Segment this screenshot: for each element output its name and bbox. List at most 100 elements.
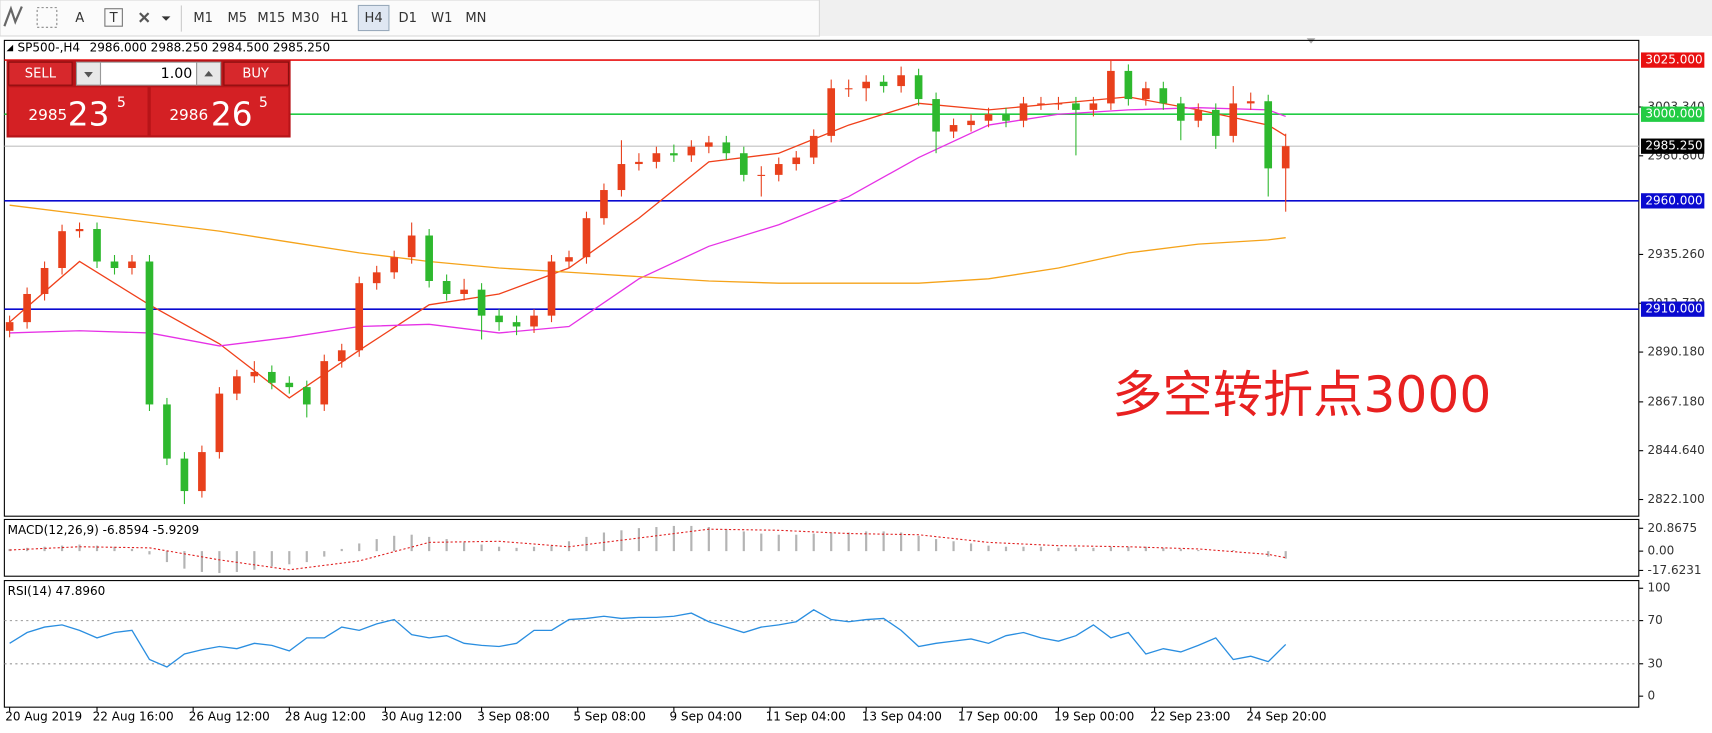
current-price-label: 2985.250 bbox=[1645, 139, 1702, 153]
toolbar bbox=[0, 0, 820, 37]
lot-value[interactable]: 1.00 bbox=[161, 66, 193, 82]
level-box bbox=[1640, 106, 1705, 122]
candle-body bbox=[267, 371, 276, 383]
y-tick-label: 30 bbox=[1648, 656, 1663, 670]
x-tick-label: 19 Sep 00:00 bbox=[1054, 709, 1134, 723]
y-tick-label: 100 bbox=[1648, 581, 1671, 595]
candle-body bbox=[530, 315, 538, 327]
bid-pips: 23 bbox=[68, 96, 110, 134]
y-tick-label: 20.8675 bbox=[1648, 521, 1698, 535]
bid-box[interactable] bbox=[8, 87, 148, 136]
timeframe[interactable]: H4 bbox=[365, 11, 383, 26]
tool-icon[interactable] bbox=[139, 12, 150, 23]
timeframe[interactable]: M30 bbox=[291, 11, 319, 26]
y-tick-label: 2890.180 bbox=[1648, 345, 1705, 359]
y-axis: 100 70 30 0 bbox=[1638, 581, 1671, 703]
candle-body bbox=[355, 283, 364, 351]
timeframe[interactable]: H1 bbox=[330, 11, 348, 26]
tool-icon[interactable] bbox=[104, 8, 123, 27]
candle-body bbox=[722, 142, 731, 154]
sell-button[interactable] bbox=[8, 61, 73, 86]
signal-line bbox=[9, 528, 1286, 571]
ask-big: 2986 bbox=[169, 106, 208, 124]
candle-body bbox=[879, 81, 888, 87]
rsi-title: RSI(14) 47.8960 bbox=[8, 584, 106, 598]
candle-body bbox=[652, 153, 661, 162]
candle-body bbox=[495, 315, 503, 323]
label-tool[interactable]: T bbox=[109, 11, 119, 26]
x-tick-label: 11 Sep 04:00 bbox=[766, 709, 846, 723]
candle-body bbox=[1124, 70, 1133, 100]
candle-body bbox=[757, 174, 766, 176]
timeframe[interactable]: M5 bbox=[227, 11, 247, 26]
candle-body bbox=[1037, 103, 1045, 105]
candle-body bbox=[75, 229, 84, 232]
candle-body bbox=[792, 157, 801, 165]
candle-body bbox=[1089, 103, 1098, 110]
timeframe[interactable]: M15 bbox=[257, 11, 285, 26]
candle-body bbox=[967, 120, 975, 126]
candle-body bbox=[862, 81, 870, 89]
x-tick-label: 26 Aug 12:00 bbox=[189, 709, 270, 723]
candle-body bbox=[1159, 88, 1168, 104]
x-tick-label: 28 Aug 12:00 bbox=[285, 709, 366, 723]
candle-body bbox=[1019, 103, 1028, 121]
candle-body bbox=[617, 164, 626, 191]
x-tick-label: 5 Sep 08:00 bbox=[573, 709, 646, 723]
dropdown-arrow[interactable] bbox=[161, 16, 171, 21]
y-tick-label: 2867.180 bbox=[1648, 394, 1705, 408]
candle-body bbox=[460, 289, 468, 294]
candle-body bbox=[477, 289, 486, 316]
candle-body bbox=[110, 261, 119, 268]
buy-button[interactable] bbox=[223, 61, 289, 86]
x-tick-label: 30 Aug 12:00 bbox=[381, 709, 462, 723]
x-tick-label: 20 Aug 2019 bbox=[5, 709, 82, 723]
tool-icon[interactable] bbox=[3, 5, 23, 27]
ask-frac: 5 bbox=[259, 95, 268, 111]
toolbar-icons: A T bbox=[3, 5, 182, 32]
candle-body bbox=[180, 458, 189, 492]
y-tick-label: -17.6231 bbox=[1648, 563, 1702, 577]
candle-body bbox=[582, 218, 591, 258]
candle-body bbox=[128, 261, 136, 268]
annotation: 多空转折点3000 bbox=[1112, 365, 1491, 424]
candle-body bbox=[198, 452, 206, 492]
ask-box[interactable] bbox=[150, 87, 289, 136]
moving-average bbox=[9, 96, 1287, 399]
candle-body bbox=[932, 99, 940, 132]
level-label: 2960.000 bbox=[1645, 193, 1702, 207]
active-timeframe bbox=[357, 4, 390, 32]
arrow-up bbox=[204, 70, 214, 77]
timeframe[interactable]: MN bbox=[465, 11, 486, 26]
candle-body bbox=[844, 88, 853, 90]
x-tick-label: 3 Sep 08:00 bbox=[477, 709, 550, 723]
timeframe[interactable]: W1 bbox=[431, 11, 452, 26]
text-tool[interactable]: A bbox=[75, 11, 84, 26]
rsi-line bbox=[9, 609, 1287, 668]
candle-body bbox=[58, 231, 66, 268]
candle-body bbox=[1264, 101, 1273, 169]
buy-label[interactable]: BUY bbox=[242, 67, 270, 82]
candle-body bbox=[250, 371, 259, 377]
timeframe[interactable]: M1 bbox=[193, 11, 213, 26]
candle-body bbox=[1194, 109, 1203, 121]
moving-average bbox=[9, 107, 1286, 347]
candle-body bbox=[425, 235, 433, 281]
bid-big: 2985 bbox=[28, 106, 67, 124]
candle-body bbox=[1176, 103, 1185, 121]
candle-body bbox=[1229, 103, 1238, 136]
level-box bbox=[1640, 52, 1705, 68]
candle-body bbox=[23, 293, 31, 323]
tool-icon[interactable] bbox=[36, 7, 58, 28]
candle-body bbox=[827, 88, 836, 136]
macd-chart bbox=[8, 525, 1287, 574]
macd-title: MACD(12,26,9) -6.8594 -5.9209 bbox=[8, 523, 200, 537]
x-tick-label: 22 Aug 16:00 bbox=[93, 709, 174, 723]
candle-body bbox=[774, 164, 783, 175]
candle-body bbox=[337, 350, 346, 362]
level-label: 3025.000 bbox=[1645, 53, 1702, 67]
candle-body bbox=[512, 322, 521, 327]
timeframe[interactable]: D1 bbox=[399, 11, 417, 26]
candle-body bbox=[40, 267, 49, 294]
sell-label[interactable]: SELL bbox=[25, 67, 57, 82]
